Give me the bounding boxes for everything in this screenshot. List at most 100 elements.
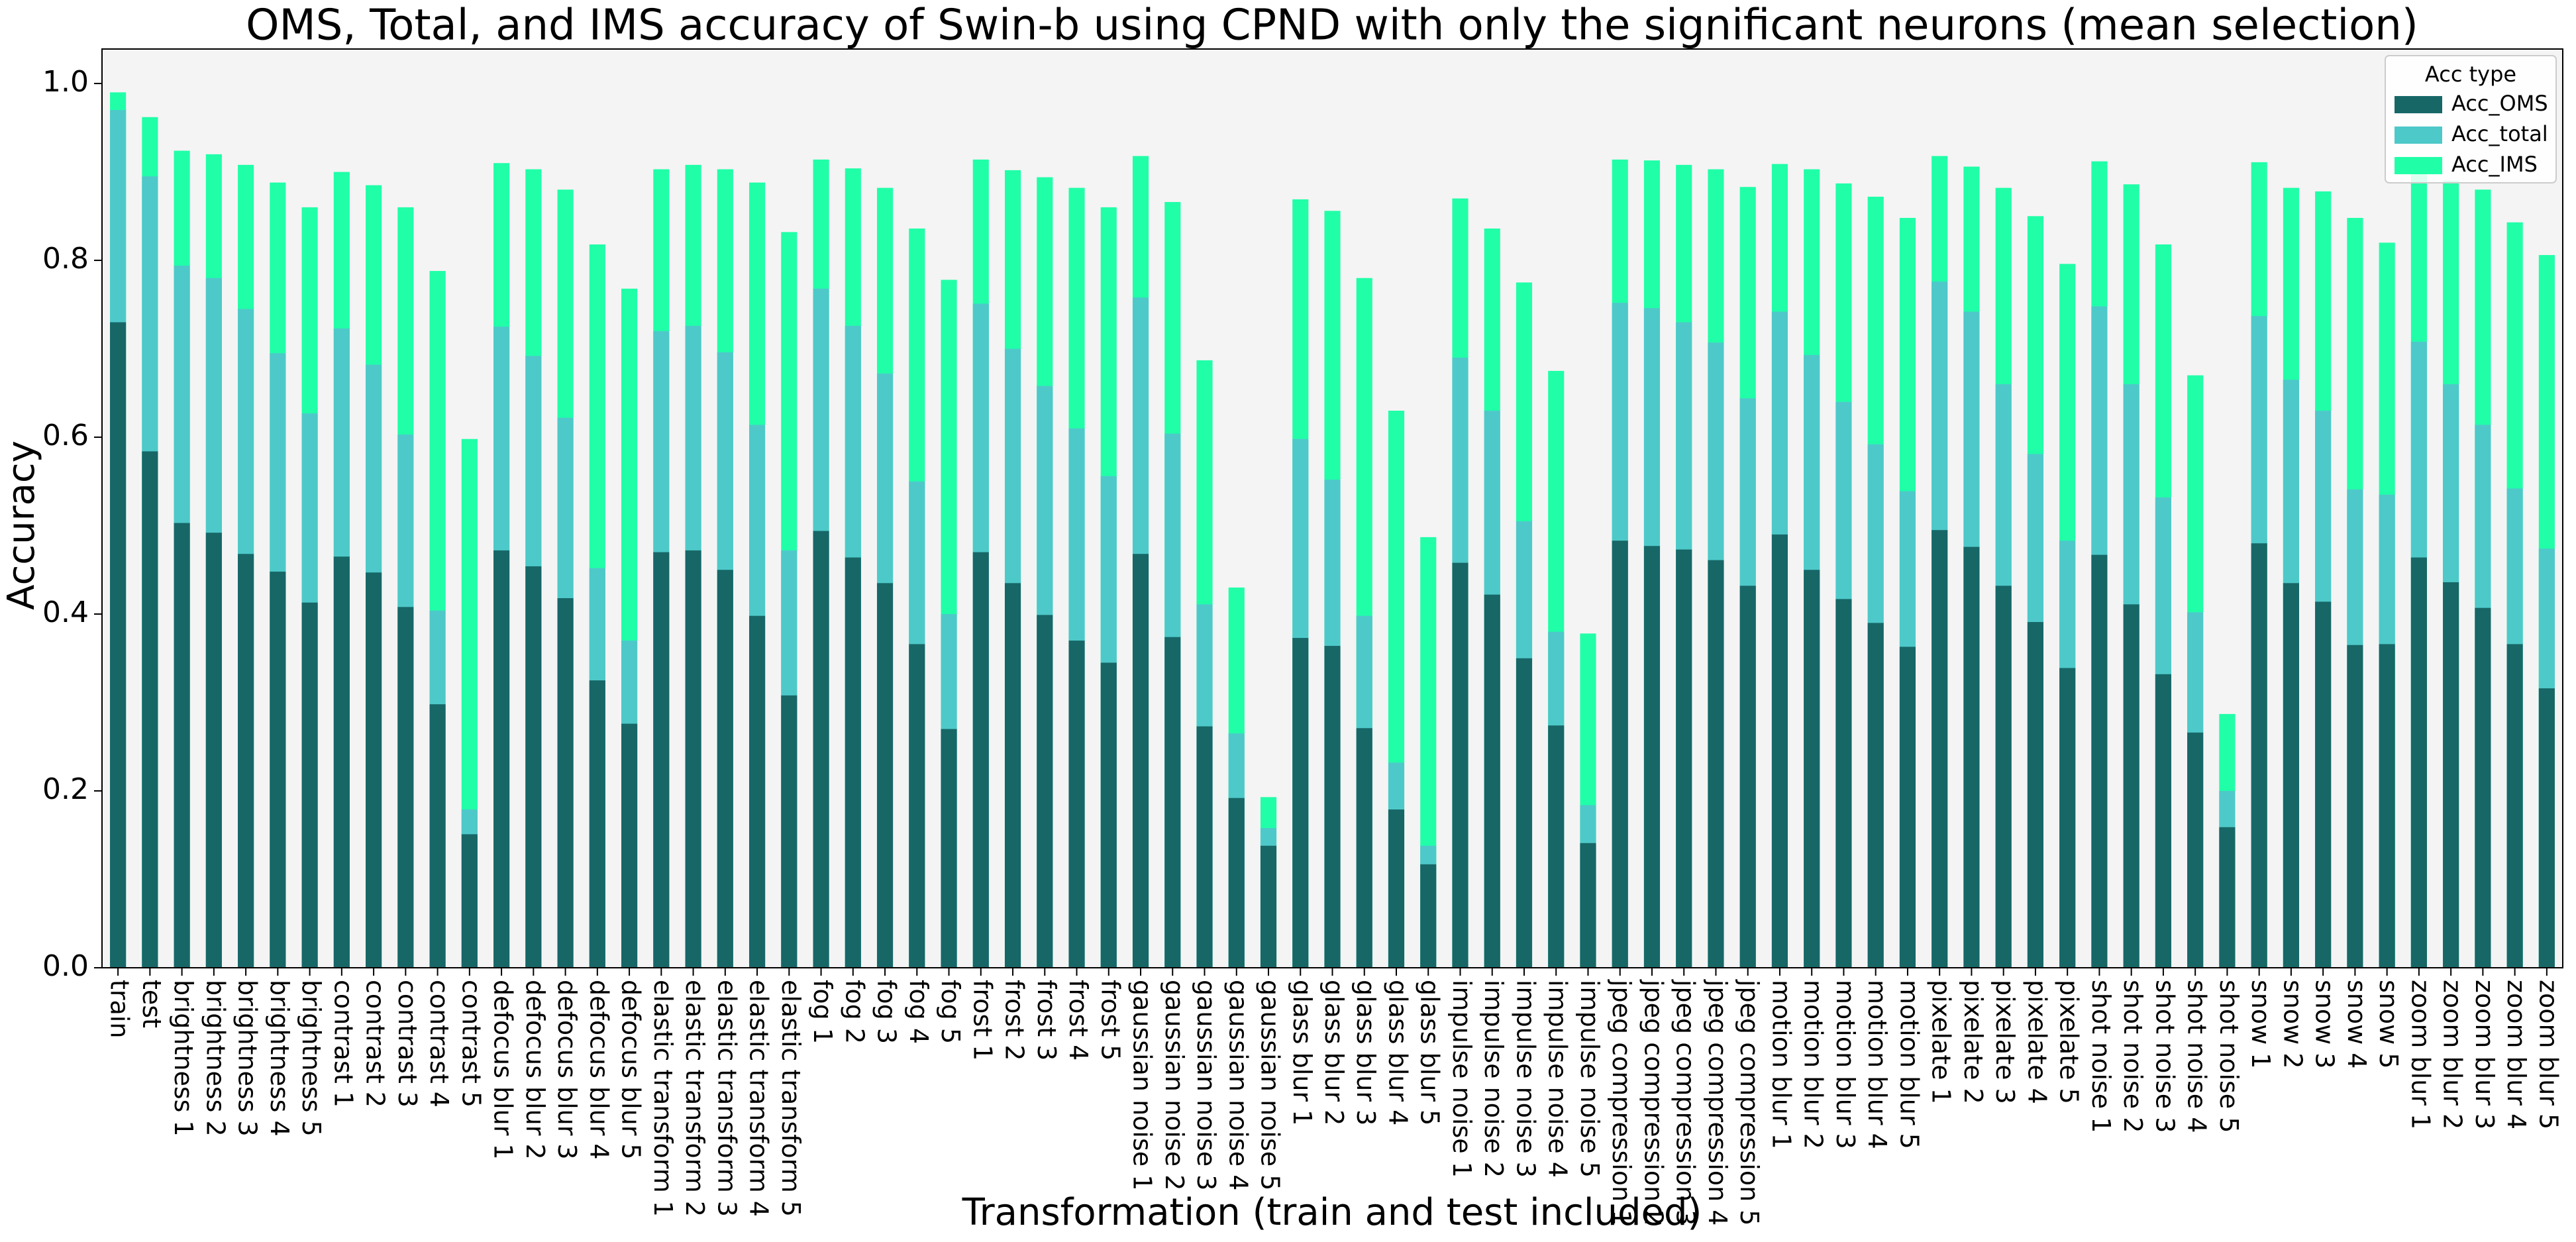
x-tick-label: frost 2 bbox=[1000, 980, 1029, 1061]
bar bbox=[1708, 560, 1724, 968]
bar bbox=[2475, 607, 2491, 968]
y-tick-label: 0.8 bbox=[42, 242, 89, 276]
bar bbox=[1995, 586, 2012, 968]
bar bbox=[2315, 601, 2332, 968]
bar bbox=[366, 572, 382, 968]
bar bbox=[205, 533, 222, 968]
bar bbox=[1676, 549, 1692, 968]
x-tick-label: impulse noise 1 bbox=[1447, 980, 1476, 1178]
x-tick-label: glass blur 2 bbox=[1319, 980, 1349, 1125]
x-tick-label: gaussian noise 2 bbox=[1160, 980, 1189, 1190]
bar bbox=[270, 571, 286, 968]
legend-swatch bbox=[2395, 96, 2442, 113]
x-tick-label: defocus blur 5 bbox=[617, 980, 646, 1160]
bar bbox=[1580, 843, 1596, 968]
x-tick-label: elastic transform 1 bbox=[648, 980, 678, 1217]
x-tick-label: snow 4 bbox=[2342, 980, 2371, 1068]
bar bbox=[2538, 688, 2555, 968]
bar bbox=[2410, 557, 2427, 968]
x-tick-label: elastic transform 4 bbox=[745, 980, 774, 1217]
x-tick-label: defocus blur 1 bbox=[489, 980, 518, 1160]
bar bbox=[1164, 637, 1181, 968]
x-tick-label: shot noise 4 bbox=[2183, 980, 2212, 1133]
bar bbox=[1324, 646, 1341, 968]
bar bbox=[1292, 638, 1309, 968]
x-tick-label: shot noise 3 bbox=[2150, 980, 2179, 1133]
chart-title: OMS, Total, and IMS accuracy of Swin-b u… bbox=[246, 1, 2418, 50]
bar bbox=[2251, 543, 2267, 968]
bar bbox=[813, 531, 829, 968]
bar bbox=[1356, 728, 1372, 968]
bar bbox=[1804, 570, 1820, 968]
x-tick-label: jpeg compression 1 bbox=[1607, 979, 1636, 1225]
x-tick-label: glass blur 3 bbox=[1351, 980, 1380, 1125]
x-tick-label: elastic transform 3 bbox=[712, 980, 741, 1217]
x-tick-label: zoom blur 1 bbox=[2406, 980, 2435, 1129]
x-tick-label: fog 5 bbox=[936, 980, 965, 1044]
bar bbox=[1452, 562, 1468, 968]
bar bbox=[1037, 615, 1053, 968]
bar bbox=[685, 550, 701, 968]
x-tick-label: glass blur 5 bbox=[1416, 980, 1445, 1125]
bar bbox=[2123, 604, 2139, 968]
bar bbox=[1612, 541, 1628, 968]
x-tick-label: impulse noise 5 bbox=[1575, 980, 1604, 1178]
y-axis-label: Accuracy bbox=[0, 440, 43, 610]
y-tick-label: 1.0 bbox=[42, 65, 89, 99]
x-tick-label: elastic transform 2 bbox=[680, 980, 709, 1217]
bar bbox=[2283, 583, 2299, 968]
x-tick-label: snow 2 bbox=[2278, 980, 2307, 1068]
x-tick-label: fog 1 bbox=[808, 980, 837, 1044]
bar bbox=[493, 550, 510, 968]
bar bbox=[1260, 845, 1277, 968]
x-tick-label: fog 4 bbox=[904, 980, 933, 1044]
bar bbox=[1771, 534, 1788, 968]
x-axis-label: Transformation (train and test included) bbox=[962, 1191, 1702, 1234]
x-tick-label: pixelate 2 bbox=[1959, 980, 1988, 1104]
x-tick-label: defocus blur 3 bbox=[552, 980, 582, 1160]
bar bbox=[333, 556, 350, 968]
x-tick-label: motion blur 2 bbox=[1799, 980, 1828, 1149]
bar bbox=[876, 583, 894, 968]
x-tick-label: brightness 5 bbox=[297, 980, 326, 1137]
bar bbox=[1100, 662, 1117, 968]
x-tick-label: gaussian noise 3 bbox=[1192, 980, 1221, 1190]
x-tick-label: gaussian noise 5 bbox=[1256, 980, 1285, 1190]
bar bbox=[1004, 583, 1021, 968]
x-tick-label: fog 2 bbox=[840, 980, 869, 1044]
x-tick-label: pixelate 3 bbox=[1990, 980, 2020, 1104]
bar bbox=[1132, 554, 1149, 968]
x-tick-label: gaussian noise 4 bbox=[1223, 980, 1253, 1190]
x-tick-label: jpeg compression 5 bbox=[1735, 979, 1764, 1225]
bar bbox=[461, 834, 478, 968]
x-tick-label: contrast 1 bbox=[329, 980, 358, 1108]
x-tick-label: zoom blur 5 bbox=[2534, 980, 2563, 1129]
x-tick-label: gaussian noise 1 bbox=[1128, 980, 1157, 1190]
bar bbox=[142, 451, 158, 968]
x-tick-label: frost 1 bbox=[968, 980, 997, 1061]
x-tick-label: motion blur 5 bbox=[1894, 980, 1924, 1149]
x-tick-label: jpeg compression 2 bbox=[1639, 979, 1668, 1225]
bar bbox=[845, 557, 861, 968]
bar bbox=[621, 723, 638, 968]
x-tick-label: frost 5 bbox=[1096, 980, 1125, 1061]
bar bbox=[2347, 645, 2363, 968]
x-tick-label: motion blur 3 bbox=[1831, 980, 1860, 1149]
bar bbox=[397, 607, 414, 968]
x-tick-label: zoom blur 3 bbox=[2470, 980, 2499, 1129]
bar bbox=[1420, 864, 1437, 968]
x-tick-label: jpeg compression 4 bbox=[1703, 979, 1732, 1225]
bar bbox=[2059, 668, 2076, 968]
bar bbox=[2187, 732, 2204, 968]
bar bbox=[1932, 530, 1948, 968]
bar bbox=[429, 704, 446, 968]
x-tick-label: shot noise 2 bbox=[2118, 980, 2147, 1133]
bar bbox=[1643, 546, 1661, 968]
plot-frame bbox=[101, 48, 2563, 968]
y-tick-label: 0.4 bbox=[42, 595, 89, 629]
bar bbox=[1963, 546, 1980, 968]
x-tick-label: shot noise 5 bbox=[2214, 980, 2243, 1133]
bar bbox=[2443, 582, 2459, 968]
bar bbox=[909, 644, 925, 968]
